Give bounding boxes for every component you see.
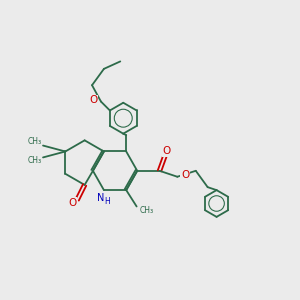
Text: CH₃: CH₃ xyxy=(140,206,154,215)
Text: O: O xyxy=(181,170,189,180)
Text: CH₃: CH₃ xyxy=(27,157,41,166)
Text: O: O xyxy=(89,95,98,105)
Text: N: N xyxy=(97,194,105,203)
Text: O: O xyxy=(69,198,77,208)
Text: H: H xyxy=(104,197,110,206)
Text: O: O xyxy=(163,146,171,157)
Text: CH₃: CH₃ xyxy=(27,137,41,146)
